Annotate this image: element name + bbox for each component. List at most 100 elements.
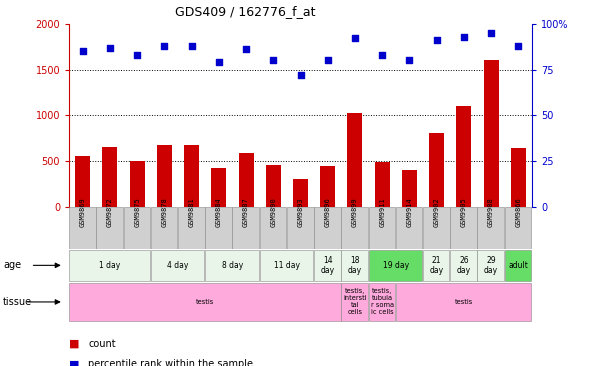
- Text: 18
day: 18 day: [348, 255, 362, 275]
- Text: 1 day: 1 day: [99, 261, 121, 270]
- Text: tissue: tissue: [3, 297, 32, 307]
- Bar: [205, 250, 259, 281]
- Bar: [341, 283, 368, 321]
- Point: [486, 30, 496, 36]
- Text: GSM9893: GSM9893: [297, 197, 304, 227]
- Bar: [233, 207, 259, 249]
- Text: GSM9908: GSM9908: [488, 197, 494, 227]
- Bar: [314, 207, 341, 249]
- Point: [132, 52, 142, 58]
- Text: 19 day: 19 day: [383, 261, 409, 270]
- Text: GSM9881: GSM9881: [189, 197, 195, 227]
- Point: [105, 45, 115, 51]
- Bar: [96, 207, 123, 249]
- Bar: [423, 250, 450, 281]
- Bar: [260, 207, 286, 249]
- Text: 14
day: 14 day: [321, 255, 335, 275]
- Point: [269, 57, 278, 63]
- Text: percentile rank within the sample: percentile rank within the sample: [88, 359, 254, 366]
- Text: 11 day: 11 day: [274, 261, 300, 270]
- Bar: [341, 250, 368, 281]
- Bar: [205, 207, 232, 249]
- Bar: [456, 106, 471, 207]
- Point: [323, 57, 332, 63]
- Bar: [212, 168, 227, 207]
- Point: [187, 43, 197, 49]
- Bar: [505, 250, 531, 281]
- Point: [78, 48, 88, 54]
- Bar: [347, 113, 362, 207]
- Text: GSM9872: GSM9872: [107, 197, 113, 227]
- Text: GSM9902: GSM9902: [433, 197, 439, 227]
- Bar: [341, 207, 368, 249]
- Bar: [450, 207, 477, 249]
- Bar: [130, 161, 145, 207]
- Bar: [178, 207, 205, 249]
- Point: [404, 57, 414, 63]
- Bar: [314, 250, 341, 281]
- Text: testis: testis: [196, 299, 215, 305]
- Text: GSM9866: GSM9866: [515, 197, 521, 227]
- Bar: [396, 283, 531, 321]
- Bar: [505, 207, 531, 249]
- Bar: [511, 148, 526, 207]
- Text: GSM9899: GSM9899: [352, 197, 358, 227]
- Bar: [69, 250, 150, 281]
- Text: ■: ■: [69, 359, 79, 366]
- Bar: [429, 132, 444, 207]
- Bar: [239, 153, 254, 207]
- Point: [513, 43, 523, 49]
- Text: GDS409 / 162776_f_at: GDS409 / 162776_f_at: [175, 5, 315, 19]
- Point: [296, 72, 305, 78]
- Text: GSM9905: GSM9905: [461, 197, 467, 227]
- Bar: [102, 147, 117, 207]
- Bar: [287, 207, 314, 249]
- Bar: [368, 207, 395, 249]
- Point: [459, 34, 469, 40]
- Bar: [293, 179, 308, 207]
- Bar: [477, 207, 504, 249]
- Text: GSM9890: GSM9890: [270, 197, 276, 227]
- Text: 4 day: 4 day: [167, 261, 189, 270]
- Bar: [157, 145, 172, 207]
- Text: GSM9914: GSM9914: [406, 197, 412, 227]
- Text: testis,
tubula
r soma
ic cells: testis, tubula r soma ic cells: [371, 288, 394, 315]
- Point: [241, 46, 251, 52]
- Text: testis,
intersti
tal
cells: testis, intersti tal cells: [343, 288, 367, 315]
- Text: 29
day: 29 day: [484, 255, 498, 275]
- Bar: [151, 207, 177, 249]
- Text: count: count: [88, 339, 116, 349]
- Text: 8 day: 8 day: [222, 261, 243, 270]
- Point: [350, 36, 360, 41]
- Text: GSM9869: GSM9869: [80, 197, 86, 227]
- Bar: [423, 207, 450, 249]
- Bar: [374, 162, 389, 207]
- Text: GSM9875: GSM9875: [134, 197, 140, 227]
- Text: GSM9911: GSM9911: [379, 197, 385, 227]
- Point: [160, 43, 169, 49]
- Bar: [266, 165, 281, 207]
- Bar: [368, 250, 422, 281]
- Bar: [402, 170, 417, 207]
- Point: [214, 59, 224, 65]
- Point: [377, 52, 387, 58]
- Bar: [151, 250, 204, 281]
- Bar: [69, 283, 341, 321]
- Bar: [477, 250, 504, 281]
- Text: GSM9878: GSM9878: [162, 197, 168, 227]
- Text: 26
day: 26 day: [457, 255, 471, 275]
- Bar: [124, 207, 150, 249]
- Text: adult: adult: [508, 261, 528, 270]
- Bar: [75, 156, 90, 207]
- Bar: [450, 250, 477, 281]
- Text: GSM9884: GSM9884: [216, 197, 222, 227]
- Bar: [184, 145, 199, 207]
- Bar: [260, 250, 313, 281]
- Text: 21
day: 21 day: [430, 255, 444, 275]
- Bar: [396, 207, 423, 249]
- Text: ■: ■: [69, 339, 79, 349]
- Bar: [484, 60, 499, 207]
- Bar: [69, 207, 96, 249]
- Text: age: age: [3, 260, 21, 270]
- Bar: [368, 283, 395, 321]
